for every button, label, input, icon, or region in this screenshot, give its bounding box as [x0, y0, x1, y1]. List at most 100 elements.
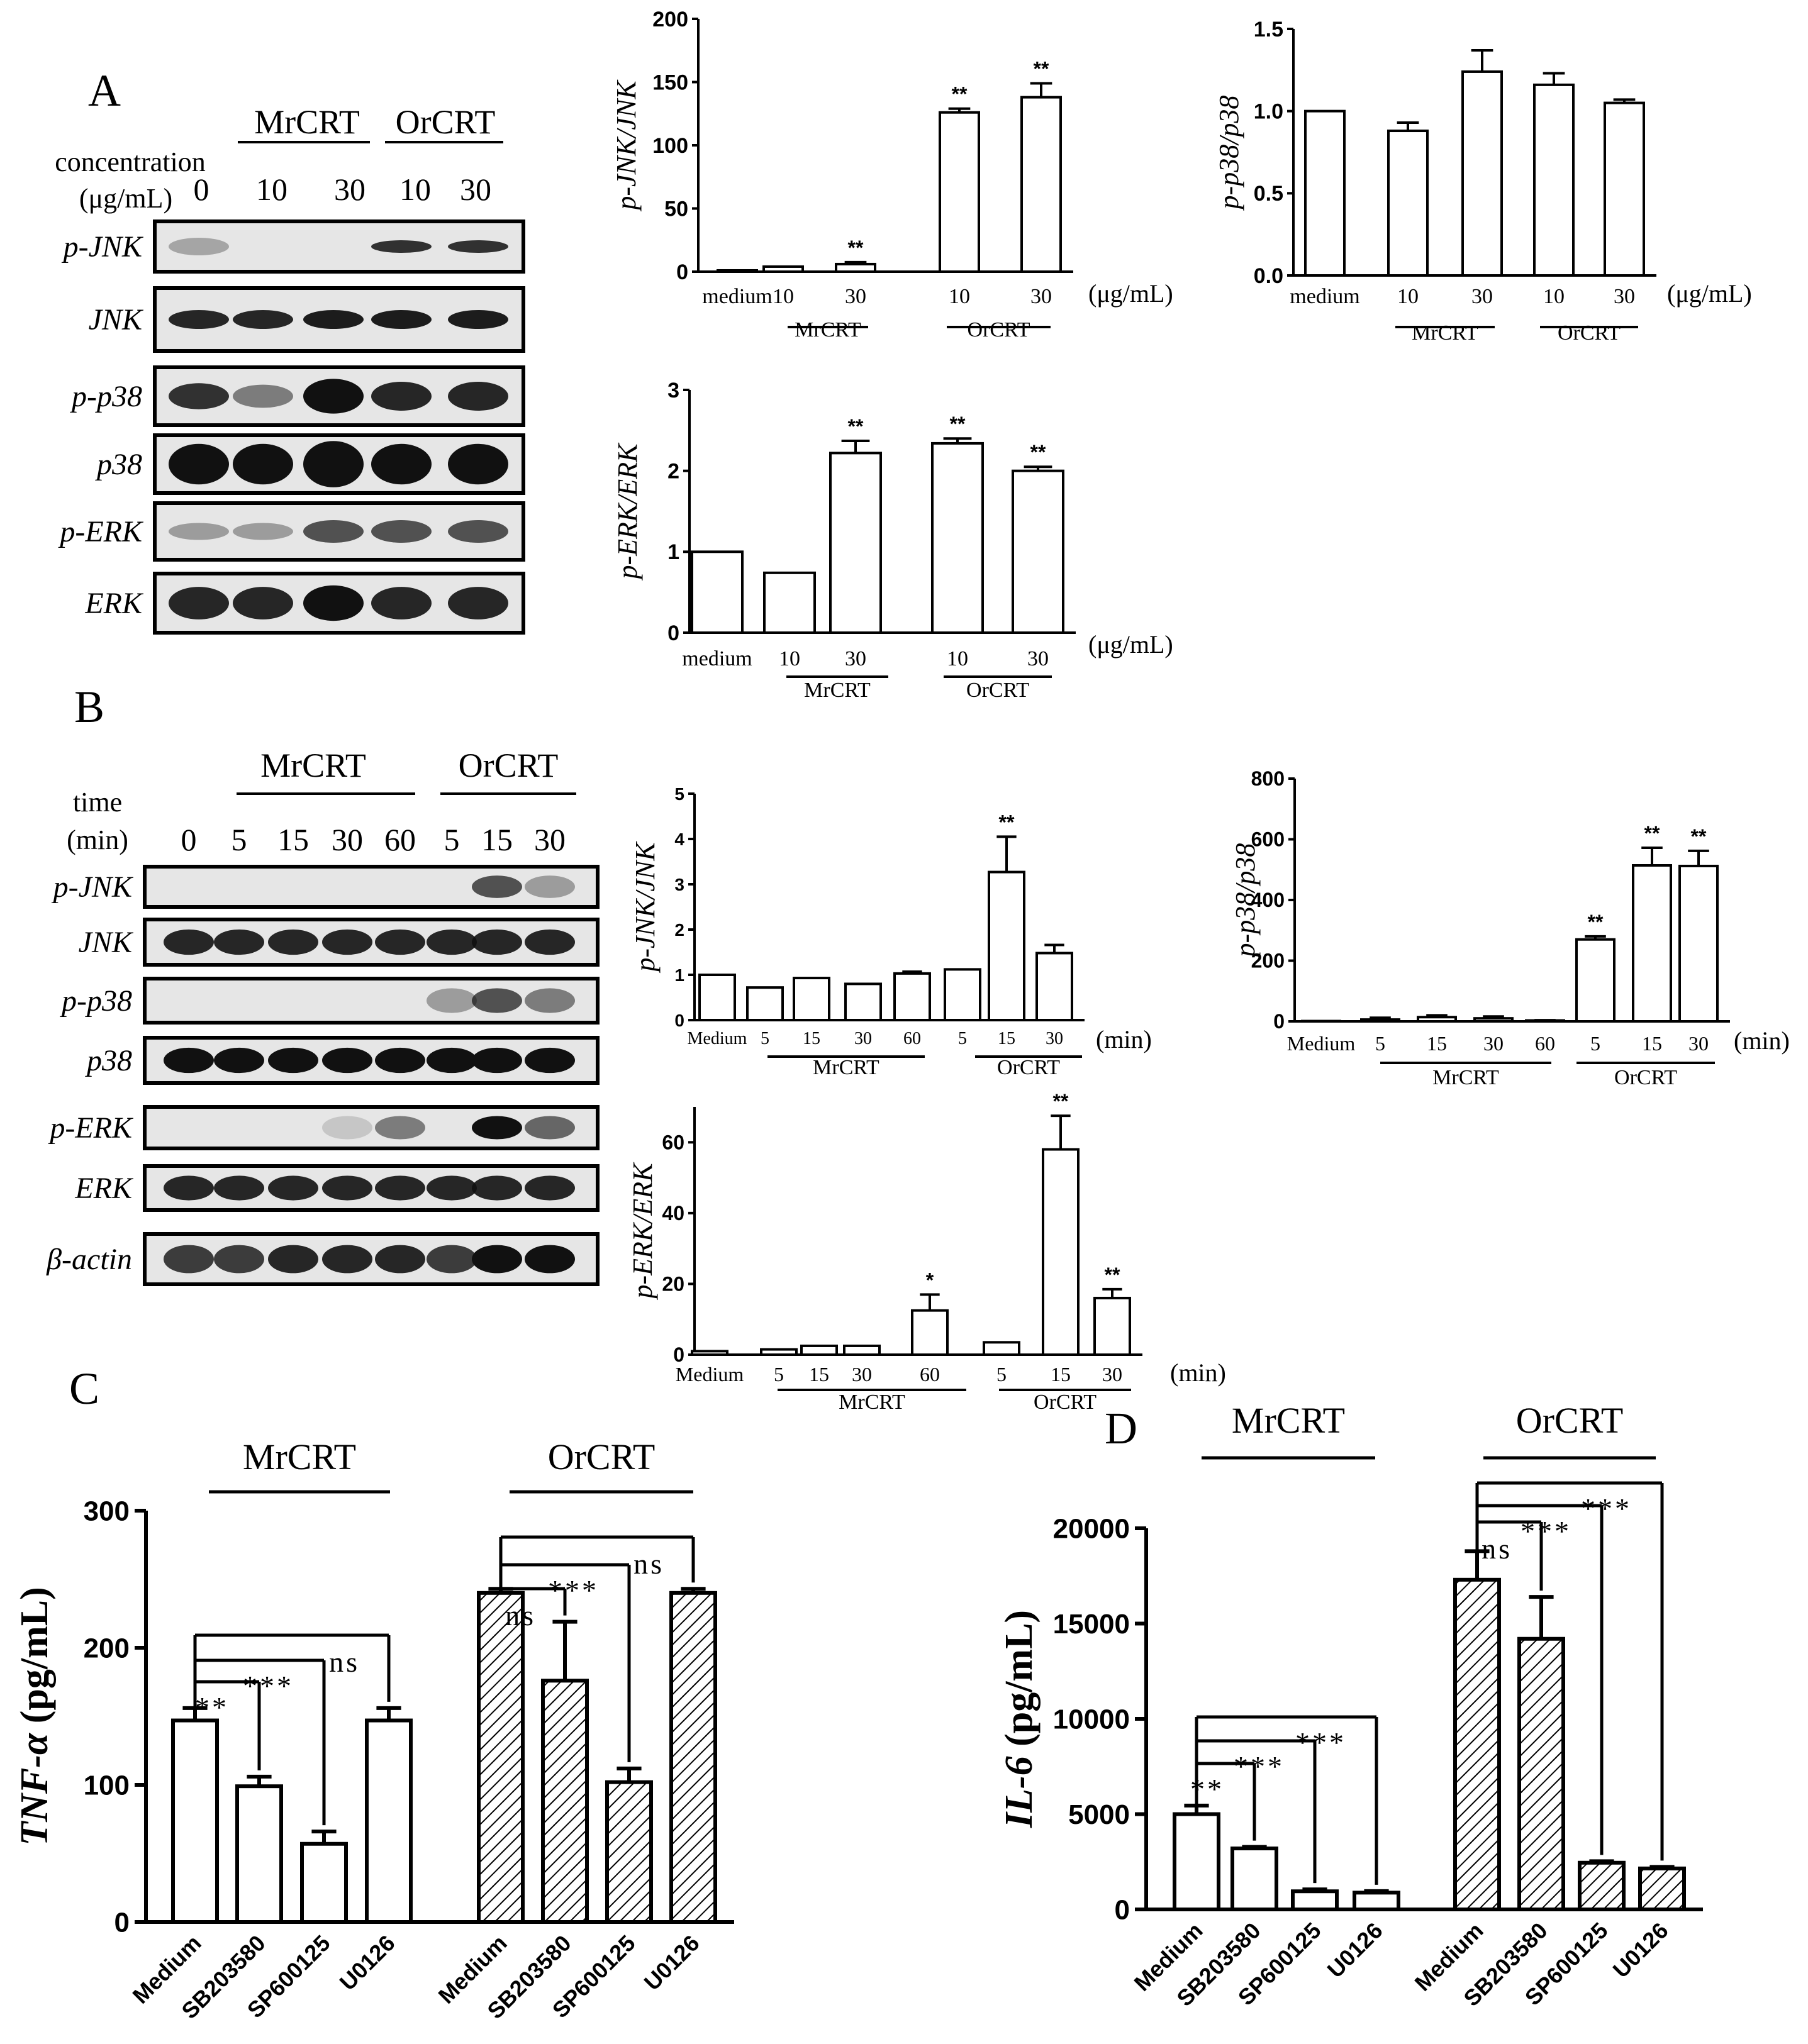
blot-a-band — [303, 520, 364, 543]
blot-b-row-label-erk: ERK — [74, 1172, 134, 1205]
chart-b-pp38-group-label-orcrt: OrCRT — [1614, 1066, 1677, 1089]
blot-b-band — [525, 929, 575, 955]
chart-b-pp38-bar-1 — [1360, 1018, 1400, 1023]
chart-d-il6-category-label: U0126 — [1608, 1918, 1673, 1983]
blot-a-band — [169, 523, 229, 540]
blot-b-header-label-2: (min) — [67, 825, 128, 855]
chart-b-pp38-y-label: p-p38/p38 — [1230, 843, 1261, 959]
blot-a-band — [303, 379, 364, 414]
chart-b-perk-category-label: 30 — [1102, 1363, 1122, 1386]
blot-b-band — [164, 1047, 214, 1074]
chart-d-il6-comparison-label: *** — [1581, 1492, 1632, 1525]
chart-c-tnf-comparison-label: ns — [329, 1646, 360, 1678]
chart-b-pjnk-y-tick-label: 2 — [674, 920, 684, 940]
chart-a-pp38-y-tick-label: 1.0 — [1254, 100, 1283, 124]
panel-letter-d: D — [1105, 1403, 1137, 1453]
blot-b-band — [375, 1175, 425, 1201]
blot-a-band — [169, 310, 229, 329]
chart-d-il6-comparison-label: *** — [1521, 1515, 1571, 1547]
chart-b-perk-sig-4: * — [926, 1269, 934, 1291]
blot-b-band — [525, 875, 575, 898]
chart-a-pp38-category-label: 30 — [1471, 285, 1493, 308]
chart-a-perk-unit-label: (μg/mL) — [1088, 630, 1173, 658]
blot-a-band — [371, 443, 432, 485]
blot-b-band — [164, 929, 214, 955]
chart-a-perk-sig-3: ** — [950, 413, 966, 435]
chart-a-perk-sig-2: ** — [848, 415, 864, 438]
chart-b-pjnk-y-tick-label: 5 — [674, 784, 684, 804]
blot-b-band — [472, 1047, 522, 1074]
chart-a-pp38-category-label: 10 — [1397, 285, 1419, 308]
chart-d-il6-group-label-mrcrt: MrCRT — [1232, 1400, 1345, 1441]
chart-d-il6-comparison-label: ns — [1482, 1533, 1512, 1565]
chart-c-tnf-bar-7 — [669, 1591, 717, 1925]
blot-b-lane-label: 60 — [384, 822, 416, 857]
chart-d-il6-bar-6 — [1578, 1860, 1626, 1911]
chart-c-tnf-y-label: TNF-α (pg/mL) — [13, 1587, 56, 1845]
chart-b-perk-bar-3 — [843, 1344, 881, 1356]
chart-a-pp38-group-label-mrcrt: MrCRT — [1412, 321, 1478, 345]
chart-b-perk-group-label-orcrt: OrCRT — [1034, 1391, 1097, 1414]
chart-b-pp38-bar-6 — [1632, 864, 1672, 1023]
blot-b-band — [472, 929, 522, 955]
chart-b-pp38-bar-3 — [1473, 1017, 1514, 1023]
blot-b-header-label-1: time — [73, 787, 122, 818]
chart-a-perk-category-label: medium — [682, 647, 752, 670]
blot-a-band — [448, 310, 508, 329]
blot-b-lane-label: 15 — [277, 822, 309, 857]
chart-a-pjnk-sig-3: ** — [952, 83, 968, 106]
chart-a-pp38-category-label: 10 — [1543, 285, 1565, 308]
chart-a-perk-category-label: 10 — [779, 647, 800, 670]
chart-a-pjnk-sig-2: ** — [848, 236, 864, 259]
chart-b-pp38-bar-2 — [1417, 1016, 1457, 1023]
chart-b-pjnk-category-label: 15 — [998, 1029, 1015, 1048]
chart-a-pjnk-y-tick-label: 50 — [664, 197, 688, 221]
chart-c-tnf-bar-4 — [477, 1591, 525, 1925]
chart-c-tnf-comparison-label: ns — [633, 1548, 664, 1580]
chart-c-tnf-group-label-orcrt: OrCRT — [548, 1436, 656, 1477]
chart-b-perk-bar-7 — [1093, 1296, 1131, 1357]
blot-b-band — [214, 1245, 264, 1274]
chart-c-tnf-comparison-label: ** — [195, 1691, 229, 1723]
chart-a-pjnk-sig-4: ** — [1034, 58, 1049, 81]
chart-a-pp38-y-label: p-p38/p38 — [1214, 96, 1244, 211]
chart-b-perk-category-label: 15 — [1051, 1363, 1071, 1386]
chart-b-perk-y-label: p-ERK/ERK — [627, 1162, 658, 1301]
chart-b-pjnk-y-tick-label: 0 — [674, 1011, 684, 1030]
chart-d-il6-y-tick-label: 20000 — [1053, 1513, 1130, 1544]
chart-a-pjnk-bar-0 — [717, 269, 758, 273]
chart-c-tnf-comparison-label: ns — [505, 1599, 536, 1631]
chart-b-pjnk-y-tick-label: 4 — [674, 830, 684, 849]
chart-a-perk-category-label: 30 — [1027, 647, 1049, 670]
blot-b-band — [472, 1245, 522, 1274]
blot-a-band — [233, 384, 293, 408]
chart-a-pp38-category-label: medium — [1290, 285, 1359, 308]
blot-b-lane-label: 5 — [444, 822, 460, 857]
chart-a-perk-category-label: 30 — [845, 647, 866, 670]
chart-b-perk-category-label: 5 — [996, 1363, 1007, 1386]
blot-b-band — [322, 929, 372, 955]
chart-a-p-p38-p38: 0.0 0.5 1.0 1.5 p-p38/p38 medium 10 30 10 30 MrCRT… — [1214, 18, 1752, 345]
chart-a-perk-bar-0 — [691, 550, 744, 634]
chart-a-pjnk-bar-2 — [835, 262, 876, 274]
blot-b-group-mrcrt: MrCRT — [260, 747, 366, 784]
chart-b-pjnk-category-label: 5 — [761, 1029, 769, 1048]
chart-d-il6-y-tick-label: 10000 — [1053, 1704, 1130, 1735]
blot-b-row-label-jnk: JNK — [79, 926, 134, 959]
blot-b-lane-label: 30 — [534, 822, 566, 857]
blot-b-band — [268, 1245, 318, 1274]
chart-a-pjnk-category-label: 10 — [949, 285, 970, 308]
chart-a-perk-y-tick-label: 2 — [667, 460, 679, 484]
chart-b-pjnk-bar-0 — [698, 974, 736, 1021]
blot-a-header-label-1: concentration — [55, 147, 205, 177]
blot-a-lane-label: 30 — [334, 172, 366, 207]
blot-a-band — [303, 441, 364, 487]
chart-a-perk-sig-4: ** — [1030, 441, 1046, 464]
chart-d-il6-y-tick-label: 0 — [1115, 1894, 1130, 1925]
chart-b-perk-bar-4 — [911, 1309, 949, 1356]
blot-b-band — [525, 1047, 575, 1074]
chart-b-pp38-y-tick-label: 600 — [1251, 828, 1285, 851]
chart-b-pp38-group-label-mrcrt: MrCRT — [1432, 1066, 1499, 1089]
blot-a-band — [169, 238, 229, 255]
